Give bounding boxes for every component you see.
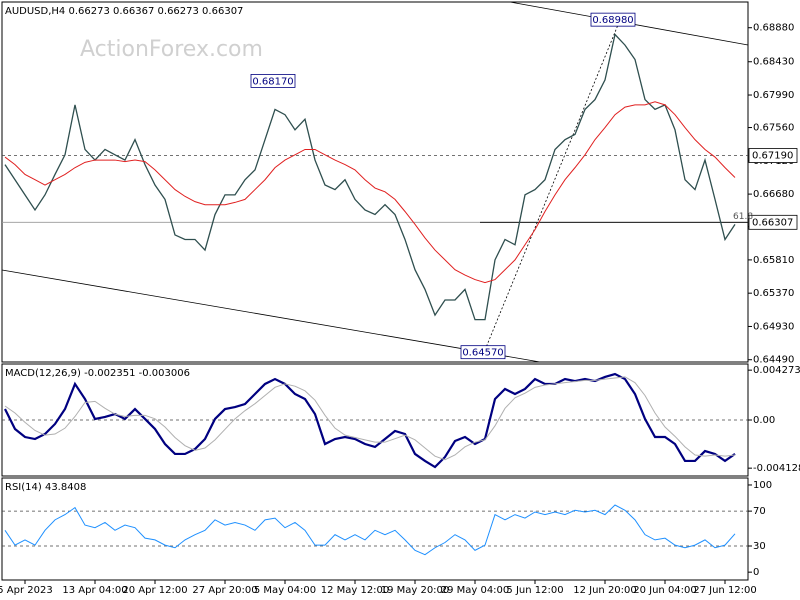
x-tick-label: 19 May 20:00: [381, 585, 450, 596]
y-tick-label: 0.004273: [753, 365, 800, 376]
trend-line: [484, 19, 621, 351]
level-label: 0.67190: [752, 151, 793, 162]
y-tick-label: 0.67990: [753, 90, 794, 101]
y-tick-label: 0.68430: [753, 57, 794, 68]
x-tick-label: 12 May 12:00: [321, 585, 390, 596]
x-tick-label: 27 Apr 20:00: [192, 585, 257, 596]
channel-bottom: [1, 269, 541, 363]
level-label: 0.66307: [752, 217, 793, 228]
level-box: [748, 214, 798, 230]
main-frame: [1, 1, 749, 363]
x-tick-label: 20 Apr 12:00: [122, 585, 187, 596]
y-tick-label: 0.67560: [753, 123, 794, 134]
y-tick-label: 0.65810: [753, 255, 794, 266]
y-tick-label: 70: [753, 506, 766, 517]
x-tick-label: 5 Jun 12:00: [506, 585, 563, 596]
annotation-box: [460, 345, 506, 360]
watermark: ActionForex.com: [80, 37, 263, 62]
annotation-box: [590, 12, 636, 27]
y-tick-label: -0.004128: [753, 463, 800, 474]
x-tick-label: 13 Apr 04:00: [62, 585, 127, 596]
series-line: [4, 372, 736, 469]
y-tick-label: 30: [753, 541, 766, 552]
annotation-label: 0.64570: [462, 348, 503, 359]
y-tick-label: 0.64930: [753, 321, 794, 332]
annotation-box: [250, 74, 296, 88]
rsi-frame: [1, 477, 749, 581]
x-tick-label: 12 Jun 20:00: [573, 585, 637, 596]
series-line: [4, 33, 736, 321]
panel-title: RSI(14) 43.8408: [5, 482, 86, 493]
x-tick-label: 29 May 04:00: [441, 585, 510, 596]
series-line: [4, 504, 736, 556]
y-tick-label: 0.66680: [753, 189, 794, 200]
panel-title: MACD(12,26,9) -0.002351 -0.003006: [5, 368, 190, 379]
x-tick-label: 27 Jun 12:00: [693, 585, 757, 596]
y-tick-label: 100: [753, 480, 772, 491]
y-tick-label: 0: [753, 567, 759, 578]
annotation-label: 0.68170: [252, 76, 293, 87]
series-line: [4, 101, 736, 284]
y-tick-label: 0.68880: [753, 23, 794, 34]
x-tick-label: 5 Apr 2023: [0, 585, 53, 596]
x-tick-label: 5 May 04:00: [254, 585, 316, 596]
y-tick-label: 0.64490: [753, 355, 794, 366]
y-tick-label: 0.00: [753, 415, 775, 426]
panel-title: AUDUSD,H4 0.66273 0.66367 0.66273 0.6630…: [5, 6, 243, 17]
annotation-label: 0.68980: [592, 15, 633, 26]
fib-label: 61.8: [733, 212, 753, 222]
y-tick-label: 0.65370: [753, 288, 794, 299]
level-box: [748, 148, 798, 163]
x-tick-label: 20 Jun 04:00: [633, 585, 697, 596]
series-line: [4, 376, 736, 461]
